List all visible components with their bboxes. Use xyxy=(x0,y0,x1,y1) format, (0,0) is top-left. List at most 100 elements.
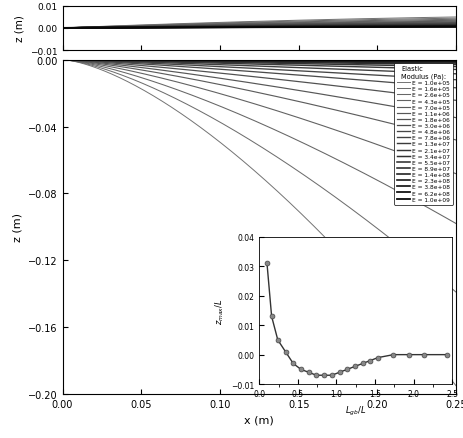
Line: E = 2.1e+07: E = 2.1e+07 xyxy=(63,60,456,67)
E = 1.3e+07 xyxy=(307,64,313,69)
E = 4.8e+06 xyxy=(307,70,313,75)
Line: E = 7.8e+06: E = 7.8e+06 xyxy=(63,60,456,74)
E = 2.3e+08 xyxy=(344,59,350,64)
E = 1.6e+05 xyxy=(346,205,351,210)
E = 3.0e+06 xyxy=(188,65,194,71)
E = 3.0e+06 xyxy=(107,60,113,65)
E = 1.4e+08 xyxy=(216,59,221,64)
E = 1.1e+06 xyxy=(453,116,459,121)
E = 1.4e+08 xyxy=(60,58,65,63)
E = 1.6e+05 xyxy=(60,58,65,63)
E = 3.4e+07 xyxy=(346,61,351,67)
E = 6.2e+08 xyxy=(60,58,65,63)
E = 3.0e+06 xyxy=(307,74,313,79)
E = 1.8e+06 xyxy=(346,85,351,91)
E = 2.1e+07 xyxy=(107,59,113,64)
E = 1.6e+05 xyxy=(188,104,194,110)
E = 1.4e+08 xyxy=(344,59,350,64)
E = 4.3e+05 xyxy=(344,132,350,137)
E = 1.3e+07 xyxy=(188,61,194,66)
E = 1.3e+07 xyxy=(453,67,459,73)
E = 8.9e+07 xyxy=(453,60,459,66)
E = 2.1e+07 xyxy=(307,62,313,67)
E = 1.1e+06 xyxy=(344,96,350,102)
E = 1.4e+08 xyxy=(346,59,351,64)
E = 1.0e+09 xyxy=(216,58,221,64)
E = 6.2e+08 xyxy=(107,58,113,63)
E = 3.4e+07 xyxy=(60,58,65,63)
E = 2.3e+08 xyxy=(346,59,351,64)
E = 2.6e+05 xyxy=(107,67,113,72)
Line: E = 2.3e+08: E = 2.3e+08 xyxy=(63,60,456,62)
E = 3.8e+08 xyxy=(453,59,459,64)
E = 1.3e+07 xyxy=(344,65,350,70)
E = 1.8e+06 xyxy=(453,99,459,104)
Line: E = 3.4e+07: E = 3.4e+07 xyxy=(63,60,456,65)
Y-axis label: z (m): z (m) xyxy=(14,15,25,42)
E = 7.0e+05 xyxy=(107,63,113,68)
E = 3.4e+07 xyxy=(188,59,194,64)
E = 1.4e+08 xyxy=(107,58,113,64)
E = 8.9e+07 xyxy=(216,59,221,64)
E = 3.8e+08 xyxy=(60,58,65,63)
E = 2.6e+05 xyxy=(344,162,350,168)
E = 3.0e+06 xyxy=(60,58,65,63)
Line: E = 3.0e+06: E = 3.0e+06 xyxy=(63,60,456,88)
E = 2.6e+05 xyxy=(346,163,351,169)
E = 1.8e+06 xyxy=(188,68,194,74)
E = 2.6e+05 xyxy=(216,104,221,109)
E = 1.1e+06 xyxy=(216,76,221,81)
E = 2.1e+07 xyxy=(344,63,350,68)
E = 7.0e+05 xyxy=(346,111,351,117)
E = 3.0e+06 xyxy=(216,67,221,73)
E = 4.8e+06 xyxy=(188,64,194,69)
Line: E = 4.8e+06: E = 4.8e+06 xyxy=(63,60,456,81)
Line: E = 3.8e+08: E = 3.8e+08 xyxy=(63,60,456,61)
E = 1.1e+06 xyxy=(346,97,351,102)
E = 1.0e+09 xyxy=(346,58,351,64)
E = 3.4e+07 xyxy=(216,60,221,65)
E = 2.3e+08 xyxy=(188,58,194,64)
E = 6.2e+08 xyxy=(453,59,459,64)
E = 1.1e+06 xyxy=(307,90,313,95)
E = 1.6e+05 xyxy=(344,203,350,208)
E = 7.0e+05 xyxy=(188,77,194,82)
E = 7.8e+06 xyxy=(346,68,351,73)
E = 7.0e+05 xyxy=(453,138,459,143)
E = 2.3e+08 xyxy=(453,59,459,64)
E = 2.3e+08 xyxy=(216,58,221,64)
E = 7.0e+05 xyxy=(307,102,313,107)
E = 6.2e+08 xyxy=(216,58,221,64)
E = 7.8e+06 xyxy=(216,63,221,68)
E = 7.0e+05 xyxy=(60,58,65,63)
E = 4.8e+06 xyxy=(344,72,350,77)
E = 1.0e+09 xyxy=(344,58,350,64)
Line: E = 1.4e+08: E = 1.4e+08 xyxy=(63,60,456,62)
E = 7.0e+05 xyxy=(216,82,221,88)
E = 1.0e+05 xyxy=(188,118,194,124)
E = 1.6e+05 xyxy=(216,119,221,124)
E = 2.3e+08 xyxy=(307,59,313,64)
E = 1.8e+06 xyxy=(307,81,313,86)
E = 2.3e+08 xyxy=(60,58,65,63)
E = 4.3e+05 xyxy=(60,58,65,63)
E = 1.6e+05 xyxy=(453,290,459,295)
E = 2.1e+07 xyxy=(188,60,194,65)
Line: E = 4.3e+05: E = 4.3e+05 xyxy=(63,60,456,174)
E = 1.3e+07 xyxy=(346,65,351,70)
E = 3.0e+06 xyxy=(453,86,459,91)
E = 3.4e+07 xyxy=(107,58,113,64)
E = 4.8e+06 xyxy=(453,78,459,83)
E = 8.9e+07 xyxy=(60,58,65,63)
X-axis label: x (m): x (m) xyxy=(244,415,274,424)
E = 8.9e+07 xyxy=(188,59,194,64)
E = 5.5e+07 xyxy=(216,59,221,64)
Line: E = 6.2e+08: E = 6.2e+08 xyxy=(63,60,456,61)
E = 1.0e+05 xyxy=(107,71,113,77)
E = 3.4e+07 xyxy=(307,61,313,66)
E = 3.4e+07 xyxy=(344,61,350,67)
E = 3.0e+06 xyxy=(344,77,350,82)
E = 1.8e+06 xyxy=(60,58,65,63)
E = 3.8e+08 xyxy=(307,58,313,64)
E = 4.3e+05 xyxy=(346,133,351,138)
